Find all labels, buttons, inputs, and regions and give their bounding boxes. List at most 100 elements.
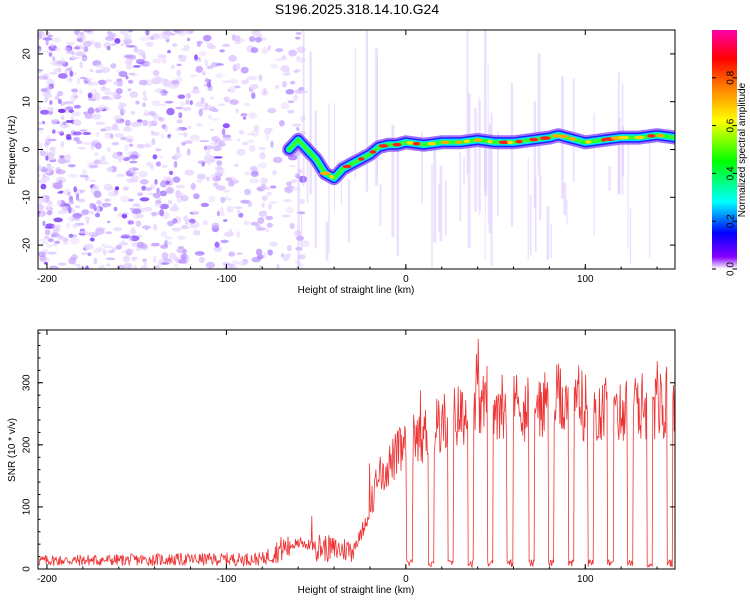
noise-blob (38, 105, 42, 111)
noise-blob (266, 222, 273, 228)
noise-blob (176, 119, 183, 124)
noise-blob (106, 45, 111, 51)
noise-blob (286, 181, 292, 186)
noise-blob (124, 144, 129, 152)
noise-blob (55, 169, 66, 175)
colorbar-tick-label: 0.4 (726, 166, 737, 180)
noise-blob (233, 206, 243, 209)
noise-blob (106, 30, 113, 35)
noise-blob (290, 179, 298, 184)
noise-blob (119, 241, 129, 246)
noise-blob (77, 146, 86, 150)
noise-blob (199, 139, 210, 143)
noise-blob (114, 38, 121, 44)
noise-blob (231, 260, 240, 266)
noise-blob (103, 249, 107, 256)
noise-blob (238, 261, 248, 266)
noise-blob (269, 185, 277, 189)
noise-blob (129, 167, 134, 173)
noise-blob (159, 190, 168, 197)
noise-blob (166, 107, 175, 116)
noise-blob (176, 247, 186, 254)
ridge-hotspot (412, 141, 421, 146)
colorbar-tick-label: 0.6 (726, 118, 737, 132)
noise-blob (70, 88, 78, 93)
noise-blob (255, 224, 261, 229)
noise-blob (250, 171, 259, 177)
noise-blob (39, 213, 43, 217)
noise-blob (258, 34, 263, 38)
noise-blob (75, 205, 80, 209)
noise-blob (123, 262, 133, 269)
noise-blob (210, 173, 217, 181)
noise-blob (118, 156, 126, 160)
figure-title: S196.2025.318.14.10.G24 (275, 1, 439, 17)
noise-blob (176, 69, 182, 77)
noise-blob (71, 54, 76, 61)
noise-blob (135, 220, 142, 227)
noise-blob (236, 231, 240, 238)
noise-blob (195, 123, 203, 127)
noise-blob (159, 203, 169, 210)
noise-blob (176, 196, 183, 204)
noise-blob (79, 129, 88, 132)
noise-blob (229, 99, 239, 105)
noise-blob (290, 80, 296, 85)
noise-blob (265, 228, 270, 233)
noise-blob (162, 30, 172, 35)
noise-blob (260, 90, 269, 96)
noise-blob (196, 179, 204, 184)
noise-blob (228, 228, 233, 233)
noise-blob (116, 173, 126, 177)
noise-blob (119, 265, 123, 269)
noise-blob (52, 227, 59, 235)
noise-blob (222, 134, 232, 139)
noise-blob (126, 178, 134, 183)
noise-blob (189, 100, 193, 105)
noise-blob (167, 200, 173, 205)
noise-blob (132, 203, 141, 208)
noise-blob (80, 252, 89, 256)
noise-blob (228, 55, 237, 62)
noise-blob (161, 252, 169, 260)
ridge-hotspot (529, 137, 539, 142)
noise-blob (45, 155, 49, 161)
noise-blob (42, 37, 53, 41)
noise-blob (73, 119, 82, 126)
noise-blob (44, 168, 54, 176)
noise-blob (61, 206, 66, 211)
noise-blob (200, 107, 209, 111)
ridge-hotspot (369, 150, 377, 154)
noise-blob (55, 167, 62, 174)
noise-blob (285, 206, 294, 214)
noise-blob (211, 222, 220, 228)
noise-blob (195, 65, 204, 73)
noise-blob (143, 112, 148, 117)
noise-blob (210, 142, 219, 146)
noise-blob (175, 106, 183, 110)
noise-blob (89, 210, 95, 215)
noise-blob (289, 222, 295, 230)
noise-blob (164, 91, 168, 96)
noise-blob (215, 137, 220, 140)
noise-blob (222, 137, 232, 142)
noise-blob (53, 68, 61, 73)
noise-blob (115, 244, 122, 250)
noise-blob (200, 202, 210, 208)
noise-blob (257, 217, 265, 224)
noise-blob (72, 213, 82, 219)
noise-blob (292, 123, 302, 127)
noise-blob (250, 221, 259, 226)
ridge-hotspot (427, 141, 436, 146)
noise-blob (258, 74, 263, 82)
noise-blob (44, 229, 51, 236)
noise-blob (197, 42, 201, 47)
noise-blob (143, 261, 148, 267)
noise-blob (128, 30, 134, 33)
noise-blob (175, 30, 184, 34)
noise-blob (171, 43, 178, 47)
noise-blob (136, 241, 145, 249)
noise-blob (47, 251, 57, 255)
noise-blob (206, 65, 214, 70)
